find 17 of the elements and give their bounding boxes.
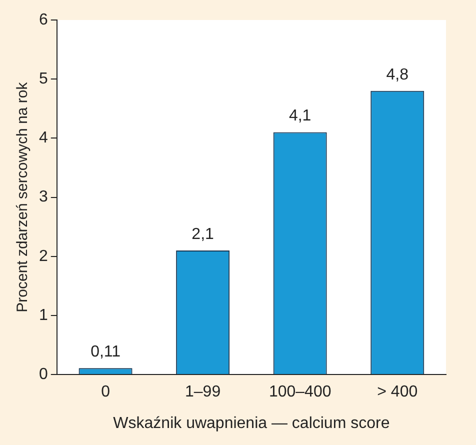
y-tick-label: 2 — [38, 248, 48, 265]
y-tick-label: 1 — [38, 306, 48, 324]
y-tick-label: 5 — [38, 70, 48, 88]
y-tick-label: 4 — [38, 130, 48, 147]
x-tick-label: > 400 — [377, 384, 418, 401]
data-label: 0,11 — [90, 344, 121, 361]
x-tick-label: 1–99 — [185, 384, 221, 401]
data-label: 4,8 — [386, 66, 409, 84]
data-label: 2,1 — [192, 226, 214, 243]
y-tick-label: 0 — [38, 366, 48, 384]
y-tick-label: 3 — [38, 188, 48, 206]
x-axis-title: Wskaźnik uwapnienia — calcium score — [113, 414, 390, 432]
y-tick-label: 6 — [38, 11, 48, 28]
data-label: 4,1 — [288, 108, 312, 125]
y-axis-title: Procent zdarzeń sercowych na rok — [14, 82, 32, 312]
x-tick-label: 0 — [101, 384, 110, 401]
x-tick-label: 100–400 — [268, 384, 332, 401]
